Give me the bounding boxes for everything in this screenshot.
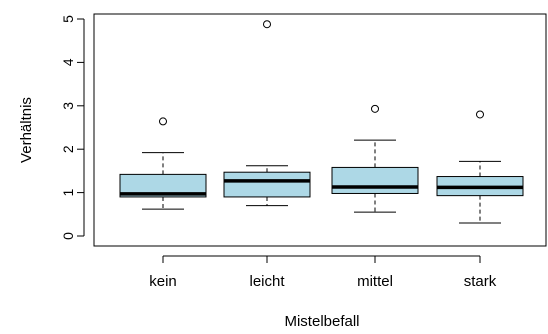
y-tick-label: 5 — [60, 15, 76, 23]
outlier-point — [263, 20, 271, 29]
y-tick-label: 4 — [60, 58, 76, 66]
y-tick-label: 3 — [60, 102, 76, 110]
x-tick-label: mittel — [357, 273, 393, 290]
outlier-point — [371, 104, 379, 113]
box-leicht — [223, 20, 311, 207]
x-axis-label: Mistelbefall — [284, 313, 359, 330]
y-axis: 0 1 2 3 4 5 — [60, 15, 85, 240]
y-tick-label: 2 — [60, 145, 76, 153]
y-axis-label: Verhältnis — [18, 97, 35, 163]
iqr-box — [331, 166, 419, 194]
iqr-box — [119, 173, 207, 198]
plot-area-frame — [93, 13, 547, 247]
box-stark — [436, 110, 524, 224]
boxes-layer — [119, 20, 524, 224]
y-tick-label: 0 — [60, 232, 76, 240]
x-tick-label: kein — [149, 273, 177, 290]
outlier-point — [476, 110, 484, 119]
x-tick-label: stark — [464, 273, 497, 290]
outlier-point — [159, 117, 167, 126]
x-axis: kein leicht mittel stark — [149, 255, 497, 290]
y-tick-label: 1 — [60, 188, 76, 196]
box-mittel — [331, 104, 419, 213]
x-tick-label: leicht — [249, 273, 285, 290]
iqr-box — [223, 171, 311, 198]
box-kein — [119, 117, 207, 210]
